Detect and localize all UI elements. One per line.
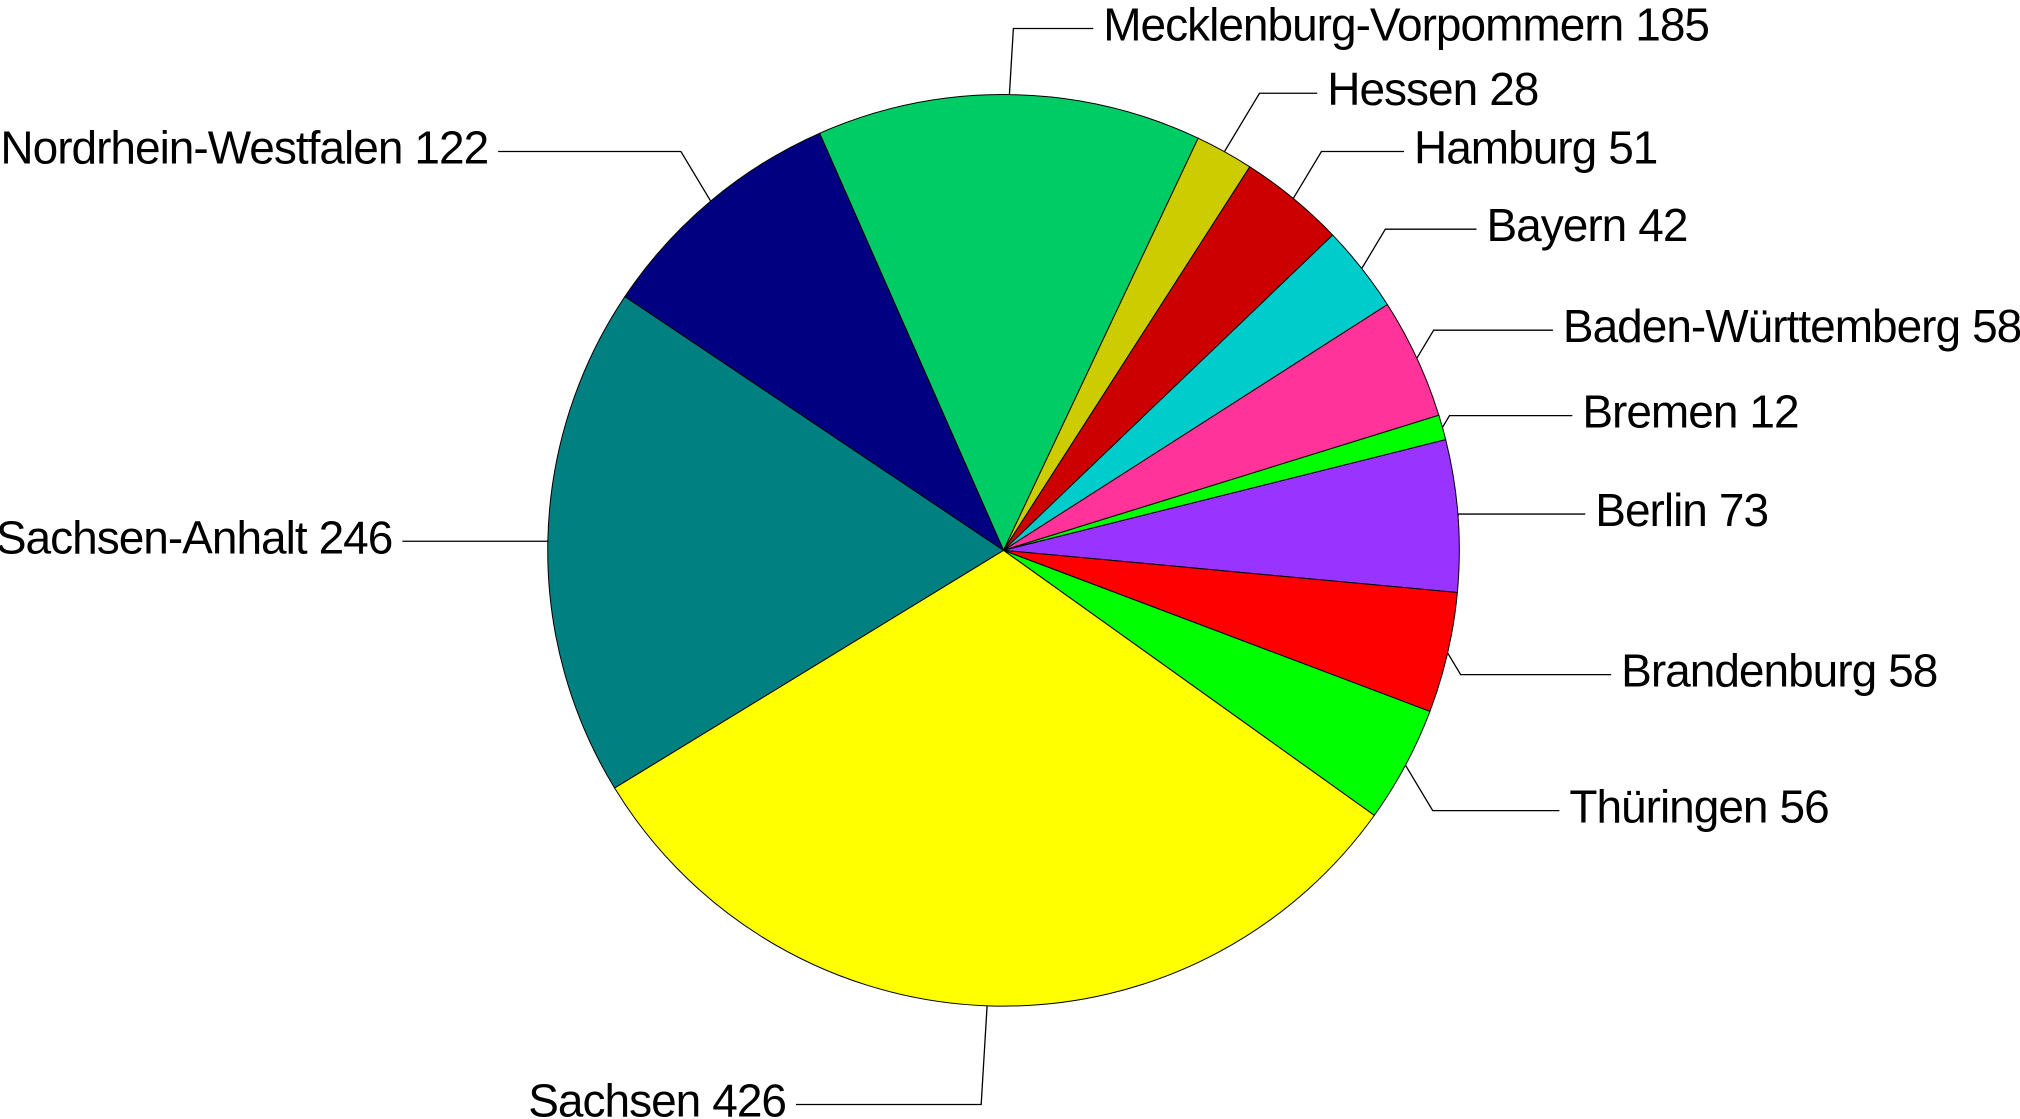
slice-label: Bremen 12: [1582, 386, 1798, 438]
label-value: 73: [1719, 484, 1768, 536]
pie-slice: [624, 132, 1005, 552]
leader-line: [1223, 92, 1318, 152]
leader-line: [1361, 228, 1477, 269]
leader-line: [1447, 652, 1612, 676]
slice-label: Berlin 73: [1595, 484, 1768, 536]
slice-label: Thüringen 56: [1569, 781, 1828, 833]
label-name: Berlin: [1595, 484, 1707, 536]
slice-label: Sachsen-Anhalt 246: [0, 511, 392, 563]
label-name: Hessen: [1327, 63, 1477, 115]
leader-line: [1457, 513, 1586, 516]
leader-line: [402, 540, 549, 542]
label-name: Sachsen: [528, 1075, 700, 1119]
label-name: Bremen: [1582, 386, 1737, 438]
pie-slice: [818, 94, 1199, 552]
label-name: Sachsen-Anhalt: [0, 511, 308, 563]
label-name: Bayern: [1487, 199, 1627, 251]
label-value: 12: [1749, 386, 1798, 438]
leader-line: [1416, 329, 1553, 359]
label-name: Nordrhein-Westfalen: [0, 122, 402, 174]
leader-line: [1008, 27, 1094, 95]
label-name: Thüringen: [1569, 781, 1767, 833]
leader-line: [1404, 764, 1560, 812]
label-value: 51: [1608, 122, 1657, 174]
slice-label: Sachsen 426: [528, 1075, 786, 1119]
slice-label: Hamburg 51: [1414, 122, 1657, 174]
slice-label: Mecklenburg-Vorpommern 185: [1103, 0, 1709, 51]
label-name: Mecklenburg-Vorpommern: [1103, 0, 1623, 51]
label-value: 56: [1780, 781, 1829, 833]
label-name: Baden-Württemberg: [1563, 300, 1960, 352]
leader-line: [498, 150, 712, 202]
slice-label: Hessen 28: [1327, 63, 1538, 115]
label-value: 185: [1635, 0, 1709, 51]
label-value: 58: [1888, 645, 1937, 697]
leader-line: [795, 1005, 988, 1106]
label-name: Hamburg: [1414, 122, 1596, 174]
label-value: 246: [319, 511, 393, 563]
slice-label: Brandenburg 58: [1621, 645, 1937, 697]
slice-label: Nordrhein-Westfalen 122: [0, 122, 488, 174]
label-value: 42: [1638, 199, 1687, 251]
pie-slice: [613, 549, 1376, 1007]
pie-slice: [547, 295, 1005, 789]
leader-line: [1292, 150, 1404, 199]
label-value: 426: [712, 1075, 786, 1119]
label-value: 58: [1972, 300, 2020, 352]
label-value: 122: [414, 122, 488, 174]
pie-slice: [1003, 439, 1460, 594]
leader-line: [1441, 415, 1573, 428]
label-name: Brandenburg: [1621, 645, 1876, 697]
slice-label: Bayern 42: [1487, 199, 1688, 251]
slice-label: Baden-Württemberg 58: [1563, 300, 2020, 352]
label-value: 28: [1489, 63, 1538, 115]
